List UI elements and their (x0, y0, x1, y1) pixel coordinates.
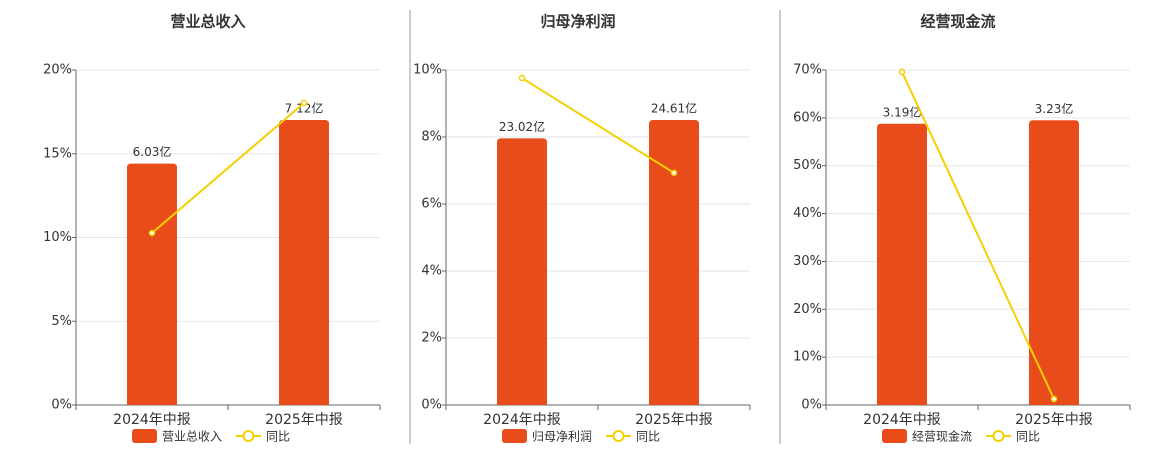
y-tick-label: 30% (793, 254, 822, 269)
bar (649, 120, 699, 405)
legend-label: 归母净利润 (532, 430, 592, 444)
value-label: 23.02亿 (499, 119, 545, 134)
legend-swatch (882, 429, 907, 443)
x-tick-label: 2024年中报 (113, 412, 191, 428)
value-label: 6.03亿 (133, 144, 172, 159)
y-tick-label: 50% (793, 158, 822, 173)
y-tick-label: 20% (793, 302, 822, 317)
x-tick-label: 2024年中报 (863, 412, 941, 428)
y-tick-label: 10% (413, 63, 442, 78)
value-label: 3.19亿 (883, 104, 922, 119)
x-tick-label: 2025年中报 (265, 412, 343, 428)
y-tick-label: 5% (51, 314, 72, 329)
y-tick-label: 0% (421, 398, 442, 413)
y-tick-label: 2% (421, 331, 442, 346)
line-point (670, 169, 678, 177)
legend-swatch (242, 430, 255, 442)
line-point (1050, 395, 1058, 403)
legend-label: 营业总收入 (162, 430, 222, 444)
line (521, 77, 675, 174)
y-tick-label: 8% (421, 130, 442, 145)
y-tick-label: 40% (793, 206, 822, 221)
legend-label: 经营现金流 (912, 429, 972, 444)
y-tick-label: 6% (421, 197, 442, 212)
chart-title: 经营现金流 (920, 13, 995, 31)
y-tick-label: 0% (51, 398, 72, 413)
bar (497, 138, 547, 405)
y-tick-label: 15% (43, 146, 72, 161)
legend-swatch (992, 430, 1005, 442)
legend-swatch (612, 430, 625, 442)
y-tick-label: 10% (43, 230, 72, 245)
y-tick-label: 0% (801, 398, 822, 413)
bar (877, 123, 927, 406)
y-tick-label: 60% (793, 110, 822, 125)
y-tick-label: 4% (421, 264, 442, 279)
line (901, 71, 1055, 400)
legend-swatch (132, 429, 157, 443)
legend-label: 同比 (636, 430, 660, 444)
value-label: 24.61亿 (651, 101, 697, 116)
y-tick-label: 70% (793, 63, 822, 78)
value-label: 3.23亿 (1035, 101, 1074, 116)
legend-swatch (502, 429, 527, 443)
line-point (898, 68, 906, 76)
legend-label: 同比 (1016, 430, 1040, 444)
x-tick-label: 2024年中报 (483, 412, 561, 428)
bar (279, 120, 329, 405)
line-point (148, 229, 156, 237)
bar (1029, 120, 1079, 405)
x-tick-label: 2025年中报 (635, 412, 713, 428)
x-tick-label: 2025年中报 (1015, 412, 1093, 428)
y-tick-label: 20% (43, 63, 72, 78)
line-point (518, 74, 526, 82)
line-point (300, 99, 308, 107)
y-tick-label: 10% (793, 350, 822, 365)
chart-title: 营业总收入 (170, 13, 245, 31)
bar (127, 163, 177, 405)
chart-title: 归母净利润 (540, 13, 615, 31)
line (151, 102, 305, 234)
legend-label: 同比 (266, 430, 290, 444)
